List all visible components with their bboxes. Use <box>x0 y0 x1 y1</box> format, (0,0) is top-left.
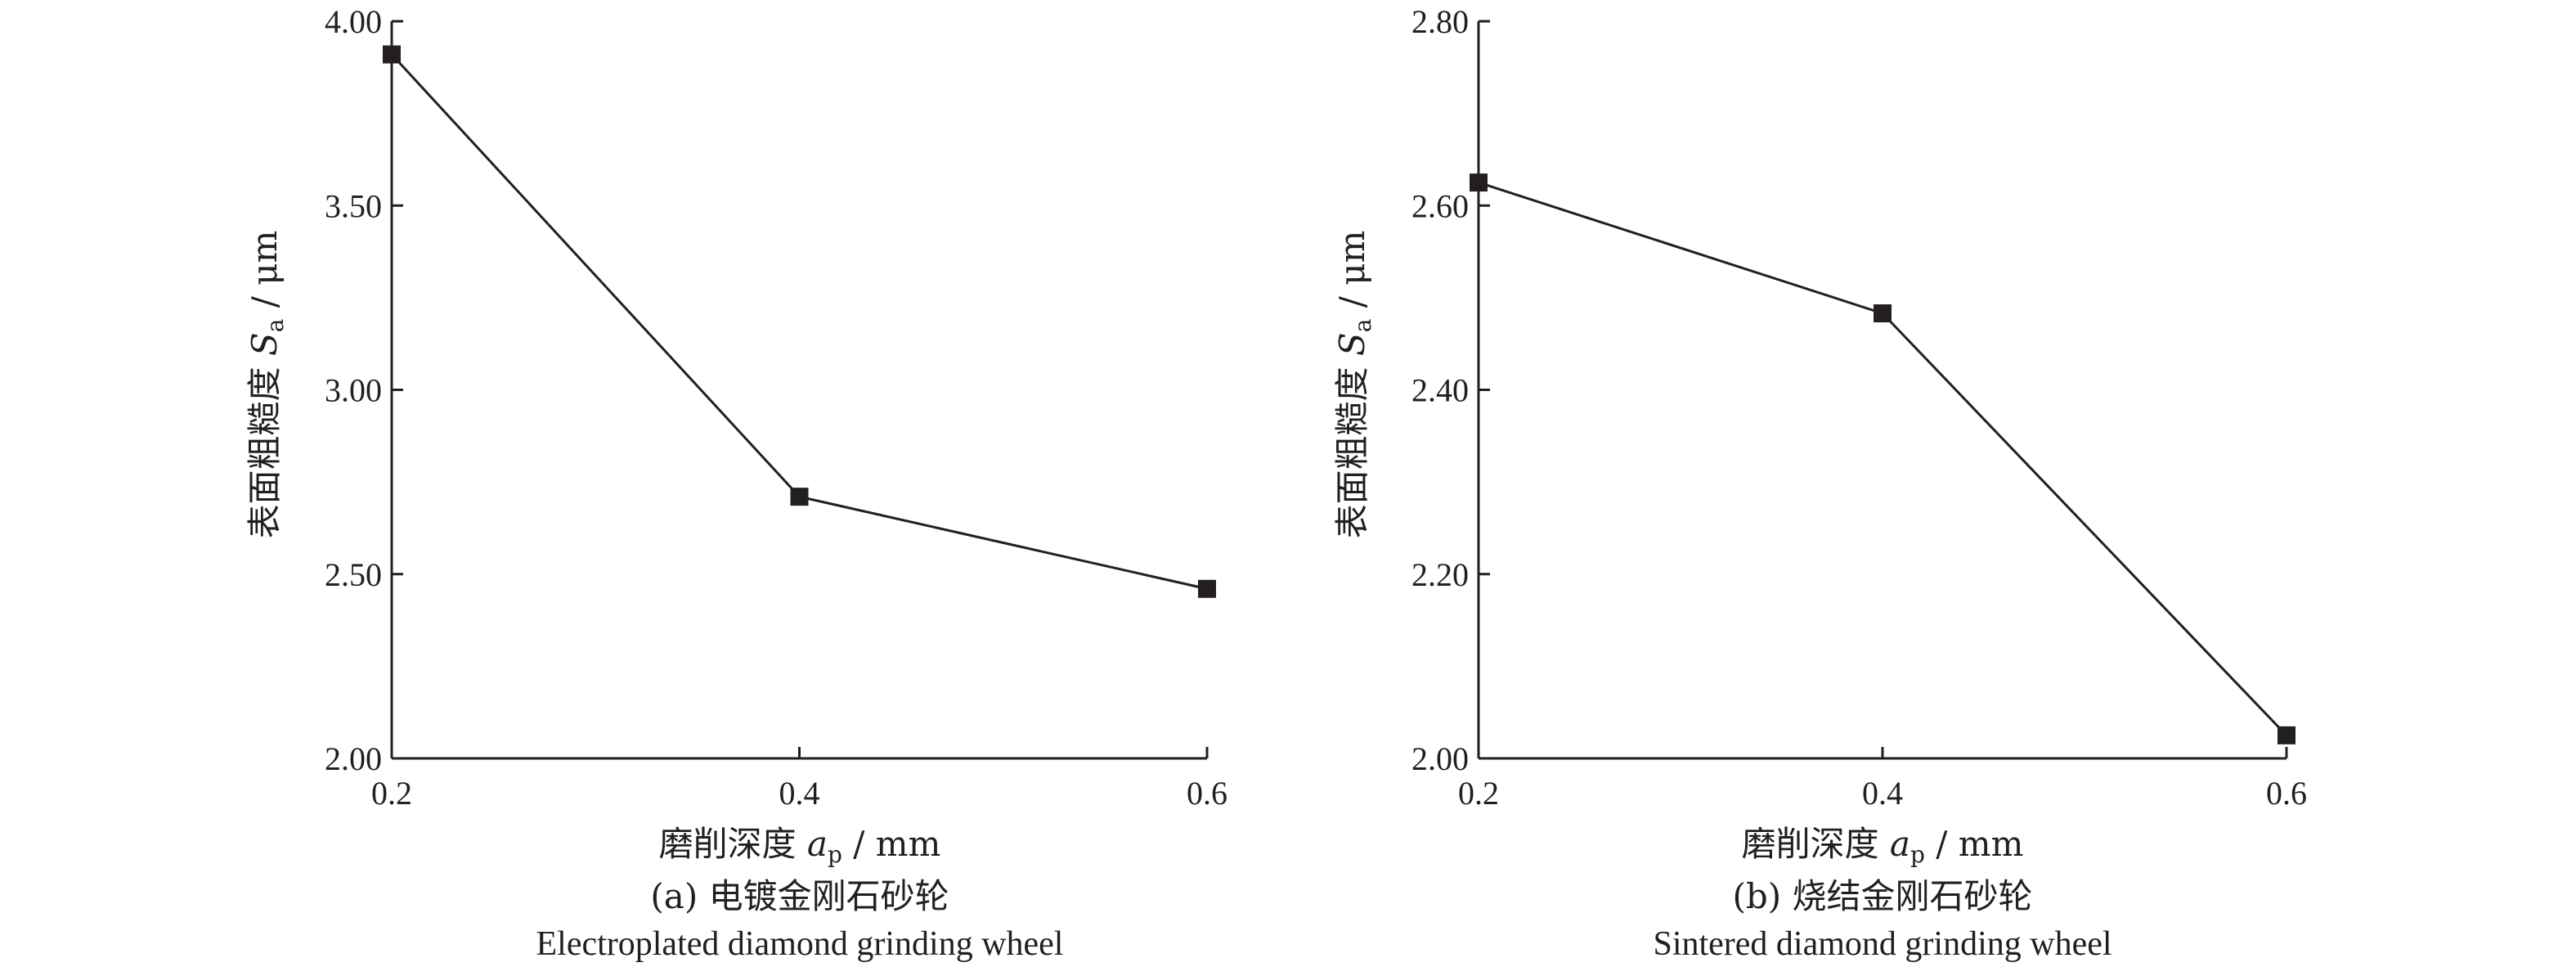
y-tick-label: 2.50 <box>325 556 382 593</box>
caption-en: Electroplated diamond grinding wheel <box>536 925 1064 963</box>
x-axis-label-symbol: a <box>807 824 828 864</box>
data-point-marker <box>1470 173 1488 192</box>
x-tick-label: 0.4 <box>779 775 820 812</box>
y-axis-label-prefix: 表面粗糙度 <box>1332 356 1372 538</box>
x-tick-label: 0.4 <box>1862 775 1903 812</box>
y-tick-label: 3.50 <box>325 187 382 224</box>
x-axis-label: 磨削深度 ap / mm <box>659 824 941 868</box>
y-axis-label: 表面粗糙度 Sa / μm <box>245 231 289 539</box>
y-tick-label: 2.60 <box>1411 187 1469 224</box>
x-tick-label: 0.2 <box>371 775 412 812</box>
series-line <box>390 53 1208 591</box>
y-axis-label-symbol: S <box>1332 332 1372 356</box>
x-axis-label-prefix: 磨削深度 <box>1742 824 1890 864</box>
x-tick-label: 0.2 <box>1458 775 1499 812</box>
caption-en: Sintered diamond grinding wheel <box>1653 925 2112 963</box>
y-tick-label: 2.40 <box>1411 372 1469 409</box>
y-axis-label-subscript: a <box>262 319 289 333</box>
caption-zh: (a) 电镀金刚石砂轮 <box>650 876 949 916</box>
x-axis-label-symbol: a <box>1890 824 1910 864</box>
y-axis-label-prefix: 表面粗糙度 <box>245 356 285 538</box>
y-axis-label-symbol: S <box>245 332 285 356</box>
x-axis-label-subscript: p <box>828 841 842 868</box>
series-line <box>1478 181 2288 736</box>
y-axis-label: 表面粗糙度 Sa / μm <box>1332 231 1376 539</box>
data-point-marker <box>2278 726 2296 744</box>
chart-panel-b: 表面粗糙度 Sa / μm 磨削深度 ap / mm (b) 烧结金刚石砂轮 S… <box>1332 3 2307 963</box>
x-axis-label-suffix: / mm <box>1925 824 2024 864</box>
y-axis-label-suffix: / μm <box>1332 231 1372 319</box>
y-tick-label: 2.00 <box>325 740 382 777</box>
data-point-marker <box>1198 579 1216 598</box>
chart-panel-a: 表面粗糙度 Sa / μm 磨削深度 ap / mm (a) 电镀金刚石砂轮 E… <box>245 3 1227 963</box>
x-axis-label-subscript: p <box>1910 841 1925 868</box>
y-axis-label-subscript: a <box>1349 319 1376 333</box>
y-tick-label: 2.80 <box>1411 3 1469 40</box>
x-tick-label: 0.6 <box>1187 775 1227 812</box>
y-tick-label: 3.00 <box>325 372 382 409</box>
caption-zh: (b) 烧结金刚石砂轮 <box>1732 876 2032 916</box>
y-axis-label-suffix: / μm <box>245 231 285 319</box>
data-point-marker <box>790 488 809 506</box>
data-point-marker <box>1874 304 1892 323</box>
x-tick-label: 0.6 <box>2266 775 2307 812</box>
x-axis-label-suffix: / mm <box>842 824 941 864</box>
y-tick-label: 2.20 <box>1411 556 1469 593</box>
x-axis-label: 磨削深度 ap / mm <box>1742 824 2024 868</box>
y-tick-label: 2.00 <box>1411 740 1469 777</box>
y-tick-label: 4.00 <box>325 3 382 40</box>
data-point-marker <box>383 45 401 64</box>
x-axis-label-prefix: 磨削深度 <box>659 824 807 864</box>
